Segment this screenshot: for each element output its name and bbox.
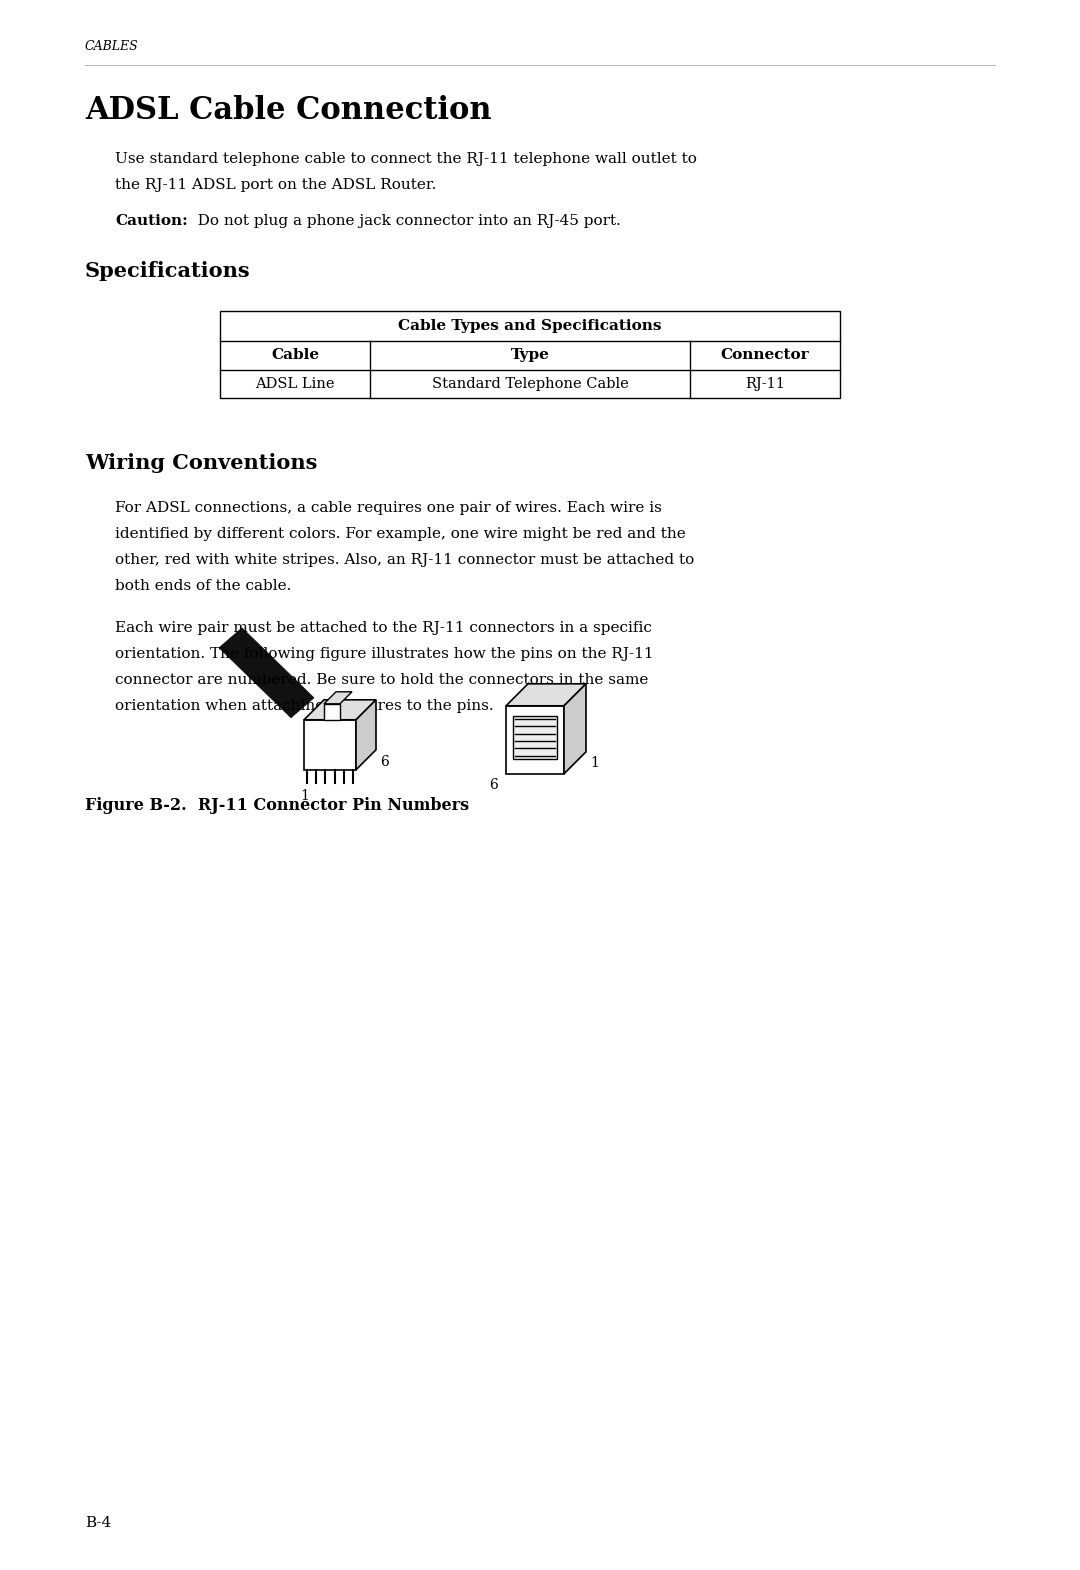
Polygon shape — [507, 685, 586, 706]
Polygon shape — [324, 703, 340, 719]
Text: orientation. The following figure illustrates how the pins on the RJ-11: orientation. The following figure illust… — [114, 647, 653, 661]
Text: other, red with white stripes. Also, an RJ-11 connector must be attached to: other, red with white stripes. Also, an … — [114, 553, 694, 567]
Text: orientation when attaching the wires to the pins.: orientation when attaching the wires to … — [114, 699, 494, 713]
Polygon shape — [356, 700, 376, 769]
Text: Cable Types and Specifications: Cable Types and Specifications — [399, 319, 662, 333]
Text: 1: 1 — [590, 755, 599, 769]
Polygon shape — [303, 700, 376, 719]
Text: identified by different colors. For example, one wire might be red and the: identified by different colors. For exam… — [114, 528, 686, 542]
Polygon shape — [324, 692, 352, 703]
Text: Caution:: Caution: — [114, 215, 188, 228]
Text: ADSL Cable Connection: ADSL Cable Connection — [85, 96, 491, 126]
Text: Specifications: Specifications — [85, 261, 251, 281]
Text: Standard Telephone Cable: Standard Telephone Cable — [432, 377, 629, 391]
Text: Figure B-2.  RJ-11 Connector Pin Numbers: Figure B-2. RJ-11 Connector Pin Numbers — [85, 798, 469, 813]
Text: Each wire pair must be attached to the RJ-11 connectors in a specific: Each wire pair must be attached to the R… — [114, 620, 652, 634]
Text: Use standard telephone cable to connect the RJ-11 telephone wall outlet to: Use standard telephone cable to connect … — [114, 152, 697, 166]
Text: For ADSL connections, a cable requires one pair of wires. Each wire is: For ADSL connections, a cable requires o… — [114, 501, 662, 515]
Text: CABLES: CABLES — [85, 39, 138, 53]
Bar — [220, 311, 840, 399]
Text: connector are numbered. Be sure to hold the connectors in the same: connector are numbered. Be sure to hold … — [114, 674, 648, 686]
Bar — [513, 716, 557, 758]
Text: 1: 1 — [300, 788, 310, 802]
Bar — [507, 706, 564, 774]
Text: Cable: Cable — [271, 349, 319, 363]
Polygon shape — [219, 628, 314, 717]
Text: RJ-11: RJ-11 — [745, 377, 785, 391]
Text: B-4: B-4 — [85, 1517, 111, 1531]
Bar — [303, 719, 356, 769]
Text: both ends of the cable.: both ends of the cable. — [114, 579, 292, 593]
Text: 6: 6 — [380, 755, 389, 769]
Polygon shape — [564, 685, 586, 774]
Text: Do not plug a phone jack connector into an RJ-45 port.: Do not plug a phone jack connector into … — [183, 215, 621, 228]
Text: ADSL Line: ADSL Line — [255, 377, 335, 391]
Text: Connector: Connector — [720, 349, 809, 363]
Text: 6: 6 — [489, 777, 498, 791]
Text: the RJ-11 ADSL port on the ADSL Router.: the RJ-11 ADSL port on the ADSL Router. — [114, 177, 436, 192]
Text: Type: Type — [511, 349, 550, 363]
Text: Wiring Conventions: Wiring Conventions — [85, 454, 318, 473]
